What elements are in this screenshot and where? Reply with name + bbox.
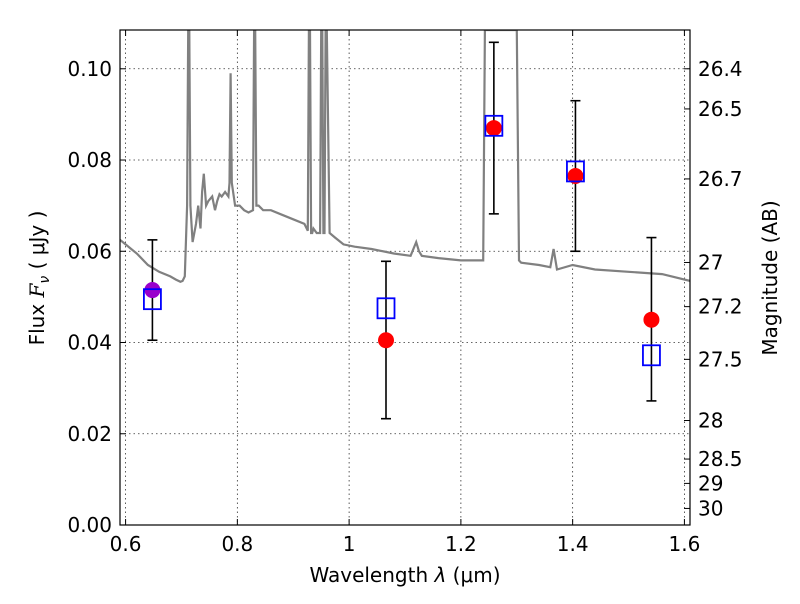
- y-tick-label: 0.02: [67, 422, 112, 446]
- mag-tick-label: 29: [698, 471, 723, 495]
- x-tick-label: 1.4: [557, 532, 589, 556]
- x-tick-label: 1: [343, 532, 356, 556]
- grid: [120, 30, 690, 526]
- axis-ticks: [120, 30, 690, 526]
- model-point: [566, 160, 585, 183]
- plot-frame: [119, 29, 691, 526]
- model-spectrum-line: [120, 30, 690, 284]
- y-tick-label: 0.08: [67, 148, 112, 172]
- observed-point: [485, 120, 502, 137]
- model-point: [376, 297, 396, 320]
- mag-tick-label: 26.5: [698, 97, 743, 121]
- error-bars: [147, 41, 657, 420]
- y-tick-label: 0.00: [67, 513, 112, 537]
- observed-points: [144, 120, 660, 349]
- y2-axis-label: Magnitude (AB): [758, 200, 782, 355]
- model-photometry: [143, 114, 661, 367]
- y-axis-label: Flux Fν ( μJy ): [25, 211, 53, 346]
- y-tick-label: 0.04: [67, 331, 112, 355]
- y-tick-label: 0.10: [67, 57, 112, 81]
- observed-point: [567, 167, 584, 184]
- model-point: [642, 344, 661, 367]
- mag-tick-label: 27.5: [698, 347, 743, 371]
- tick-labels: 0.6 0.8 1 1.2 1.4 1.6 0.00 0.02 0.04 0.06 0.08 0.10…: [67, 57, 742, 556]
- model-point: [143, 288, 162, 311]
- mag-tick-label: 28: [698, 408, 723, 432]
- mag-tick-label: 27.2: [698, 295, 743, 319]
- mag-tick-label: 28.5: [698, 447, 743, 471]
- mag-tick-label: 30: [698, 496, 723, 520]
- model-point: [484, 114, 504, 137]
- observed-point: [378, 332, 394, 349]
- mag-tick-label: 27: [698, 250, 723, 274]
- observed-point: [643, 311, 660, 328]
- x-axis-label: Wavelength λ (μm): [309, 563, 500, 587]
- mag-tick-label: 26.4: [698, 57, 743, 81]
- y-tick-label: 0.06: [67, 239, 112, 263]
- x-tick-label: 0.8: [221, 532, 253, 556]
- x-tick-label: 0.6: [110, 532, 142, 556]
- model-spectrum: [120, 30, 690, 284]
- x-tick-label: 1.6: [669, 532, 701, 556]
- mag-tick-label: 26.7: [698, 167, 743, 191]
- x-tick-label: 1.2: [445, 532, 477, 556]
